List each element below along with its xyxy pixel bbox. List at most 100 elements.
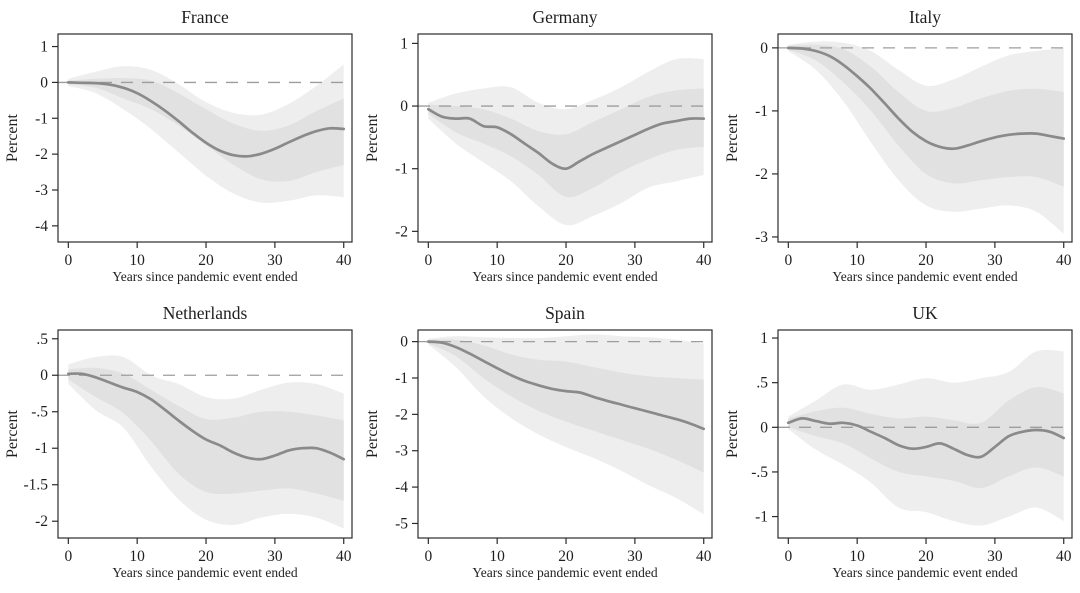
chart-title-germany: Germany (532, 7, 598, 27)
chart-title-france: France (181, 7, 229, 27)
panel-france: France Percent 1 0 -1 -2 -3 -4 0 10 20 30 40 Years… (0, 0, 360, 296)
x-tick-label: 10 (849, 252, 865, 269)
x-tick-label: 0 (64, 252, 72, 269)
x-tick-label: 40 (336, 252, 352, 269)
inner-confidence-band (788, 386, 1064, 489)
y-tick-label: -3 (35, 182, 48, 199)
y-tick-label: -.5 (751, 464, 768, 481)
panel-italy: Italy Percent 0 -1 -2 -3 0 10 20 30 40 Years sin… (720, 0, 1080, 296)
plot-area (418, 58, 712, 226)
plot-germany: 10-1-20 10 20 30 40 (395, 33, 713, 269)
plot-netherlands: .5 0 -.5 -1 -1.5 -2 0 10 20 30 40 (23, 329, 353, 565)
panel-germany: Germany Percent 1 0 -1 -2 0 10 20 30 40 Years si… (360, 0, 720, 296)
x-tick-label: 30 (987, 548, 1003, 565)
y-tick-label: .5 (36, 331, 48, 348)
x-tick-label: 30 (267, 252, 283, 269)
y-tick-label: -1 (755, 509, 768, 526)
y-tick-label: 0 (40, 367, 48, 384)
y-tick-label: -2 (35, 146, 48, 163)
plot-box (777, 329, 1073, 539)
x-tick-label: 10 (489, 252, 505, 269)
x-tick-label: 10 (849, 548, 865, 565)
panel-netherlands: Netherlands Percent .5 0 -.5 -1 -1.5 -2 0 10 20 3… (0, 296, 360, 592)
chart-title-netherlands: Netherlands (162, 303, 248, 323)
y-tick-label: 1 (760, 330, 768, 347)
x-tick-label: 30 (987, 252, 1003, 269)
mean-response-line (426, 107, 706, 171)
y-tick-label: -1 (395, 370, 408, 387)
x-tick-label: 10 (129, 548, 145, 565)
x-tick-label: 20 (918, 548, 934, 565)
x-tick-label: 40 (1056, 548, 1072, 565)
x-axis-label-italy: Years since pandemic event ended (832, 269, 1018, 284)
y-tick-label: 0 (760, 40, 768, 57)
y-tick-label: -1.5 (23, 477, 48, 494)
y-tick-label: -.5 (31, 404, 48, 421)
x-tick-label: 10 (489, 548, 505, 565)
mean-response-line (66, 372, 346, 461)
panel-spain: Spain Percent 0 -1 -2 -3 -4 -5 0 10 20 30 40 Years… (360, 296, 720, 592)
plot-box (57, 329, 353, 539)
x-tick-label: 30 (267, 548, 283, 565)
x-axis-label-germany: Years since pandemic event ended (472, 269, 658, 284)
plot-area (58, 64, 352, 203)
plot-uk: 1 .5 0 -.5 -1 0 10 20 30 40 (751, 329, 1073, 565)
mean-response-line (786, 417, 1066, 459)
x-tick-label: 20 (918, 252, 934, 269)
y-tick-label: -2 (395, 406, 408, 423)
plot-france: 10-1-2-3-40 10 20 30 40 (35, 33, 353, 269)
x-tick-label: 20 (198, 548, 214, 565)
plot-box (417, 329, 713, 539)
x-tick-label: 30 (627, 252, 643, 269)
plot-box (57, 33, 353, 243)
x-tick-label: 0 (784, 548, 792, 565)
x-axis-label-uk: Years since pandemic event ended (832, 565, 1018, 580)
y-tick-label: .5 (756, 375, 768, 392)
chart-title-uk: UK (912, 303, 938, 323)
panel-uk: UK Percent 1.5 0 -.5 -1 0 10 20 30 40 Years sinc… (720, 296, 1080, 592)
x-tick-label: 20 (198, 252, 214, 269)
x-axis-label-netherlands: Years since pandemic event ended (112, 565, 298, 580)
plot-area (418, 334, 712, 515)
inner-confidence-band (68, 78, 344, 182)
x-tick-label: 20 (558, 548, 574, 565)
chart-title-italy: Italy (908, 7, 942, 27)
y-tick-label: -2 (755, 166, 768, 183)
x-tick-label: 40 (696, 252, 712, 269)
plot-spain: 0 -1 -2 -3 -4 -5 0 10 20 30 40 (395, 329, 713, 565)
x-tick-label: 10 (129, 252, 145, 269)
y-tick-label: -5 (395, 515, 408, 532)
x-tick-label: 0 (424, 548, 432, 565)
mean-response-line (786, 46, 1066, 151)
x-tick-label: 20 (558, 252, 574, 269)
y-tick-label: 0 (760, 419, 768, 436)
inner-confidence-band (68, 367, 344, 501)
x-tick-label: 0 (784, 252, 792, 269)
plot-area (58, 355, 352, 529)
y-tick-label: -2 (395, 223, 408, 240)
x-tick-label: 40 (336, 548, 352, 565)
y-tick-label: -3 (395, 443, 408, 460)
plot-box (777, 33, 1073, 243)
x-tick-label: 40 (696, 548, 712, 565)
y-tick-label: -2 (35, 513, 48, 530)
plot-area (778, 41, 1072, 234)
y-tick-label: -1 (35, 440, 48, 457)
y-tick-label: 0 (400, 98, 408, 115)
y-tick-label: 1 (400, 35, 408, 52)
x-axis-label-spain: Years since pandemic event ended (472, 565, 658, 580)
x-tick-label: 0 (424, 252, 432, 269)
inner-confidence-band (428, 88, 704, 198)
plot-box (417, 33, 713, 243)
inner-confidence-band (788, 44, 1064, 187)
y-tick-label: -1 (35, 110, 48, 127)
x-axis-label-france: Years since pandemic event ended (112, 269, 298, 284)
y-tick-label: 0 (40, 74, 48, 91)
mean-response-line (66, 81, 346, 158)
plot-area (778, 349, 1072, 526)
plot-italy: 0 -1 -2 -3 0 10 20 30 40 (755, 33, 1073, 269)
x-tick-label: 30 (627, 548, 643, 565)
y-tick-label: 0 (400, 334, 408, 351)
y-tick-label: -4 (395, 479, 408, 496)
